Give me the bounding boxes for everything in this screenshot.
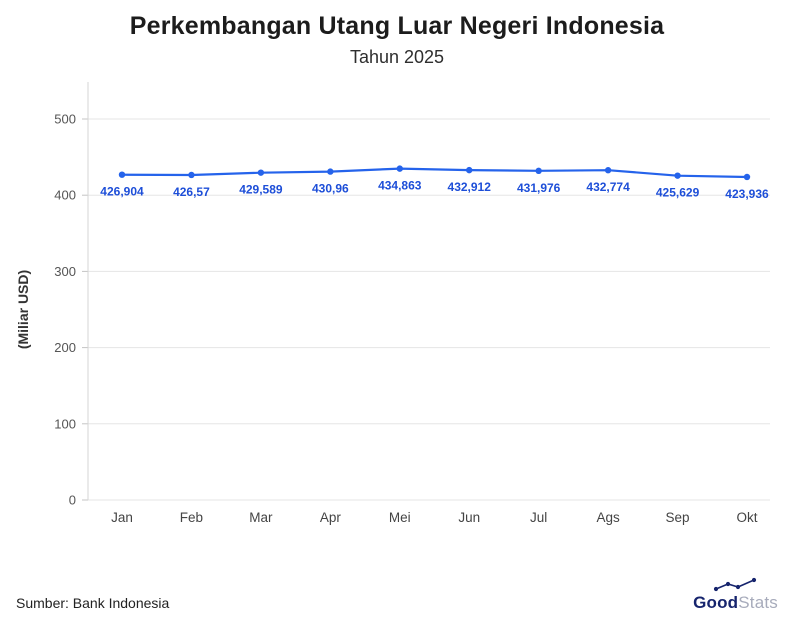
x-axis-tick-label: Okt [736, 510, 757, 525]
trend-icon [713, 577, 756, 592]
data-label: 431,976 [517, 181, 561, 195]
y-axis-tick-label: 100 [54, 416, 76, 431]
source-text: Sumber: Bank Indonesia [16, 595, 170, 611]
x-axis-tick-label: Mei [389, 510, 411, 525]
x-axis-tick-label: Jul [530, 510, 547, 525]
data-point [327, 168, 334, 175]
data-point [604, 167, 612, 174]
y-axis-tick-label: 500 [54, 112, 76, 127]
x-axis-tick-label: Jan [111, 510, 133, 525]
x-axis-tick-label: Jun [458, 510, 480, 525]
x-axis-tick-label: Mar [249, 510, 273, 525]
logo-text: GoodStats [693, 594, 778, 611]
y-axis-tick-label: 200 [54, 340, 76, 355]
data-label: 432,912 [448, 180, 492, 194]
x-axis-tick-label: Feb [180, 510, 203, 525]
logo-text-stats: Stats [738, 593, 778, 612]
data-label: 425,629 [656, 186, 700, 200]
y-axis-tick-label: 300 [54, 264, 76, 279]
data-label: 430,96 [312, 182, 349, 196]
data-point [396, 165, 403, 172]
chart-subtitle: Tahun 2025 [349, 47, 445, 67]
data-point [535, 167, 542, 175]
data-label: 434,863 [378, 179, 422, 193]
data-label: 432,774 [586, 180, 630, 194]
data-point [743, 173, 751, 181]
data-label: 429,589 [239, 183, 283, 197]
y-axis-tick-label: 400 [54, 188, 76, 203]
goodstats-logo: GoodStats [693, 577, 778, 611]
y-axis-tick-label: 0 [69, 493, 76, 508]
chart-title: Perkembangan Utang Luar Negeri Indonesia [129, 12, 665, 40]
x-axis-tick-label: Sep [666, 510, 690, 525]
y-axis-title: (Miliar USD) [15, 270, 31, 349]
line-chart: 0 100 200 300 400 500 (Miliar USD) Jan Feb Mar Apr… [0, 72, 794, 532]
data-point [257, 169, 265, 176]
x-axis-tick-label: Apr [320, 510, 342, 525]
data-label: 426,904 [100, 185, 144, 199]
logo-text-good: Good [693, 593, 739, 612]
chart-footer: Sumber: Bank Indonesia GoodStats [0, 577, 794, 617]
data-point [188, 171, 195, 179]
data-label: 423,936 [725, 187, 769, 201]
chart-svg: 0 100 200 300 400 500 (Miliar USD) Jan Feb Mar Apr… [15, 82, 770, 525]
x-axis-tick-label: Ags [596, 510, 620, 525]
chart-header: Perkembangan Utang Luar Negeri Indonesia… [0, 0, 794, 68]
data-label: 426,57 [173, 185, 210, 199]
data-point [674, 172, 681, 179]
trend-line [121, 167, 748, 179]
data-point [466, 166, 473, 174]
data-point [118, 171, 126, 178]
